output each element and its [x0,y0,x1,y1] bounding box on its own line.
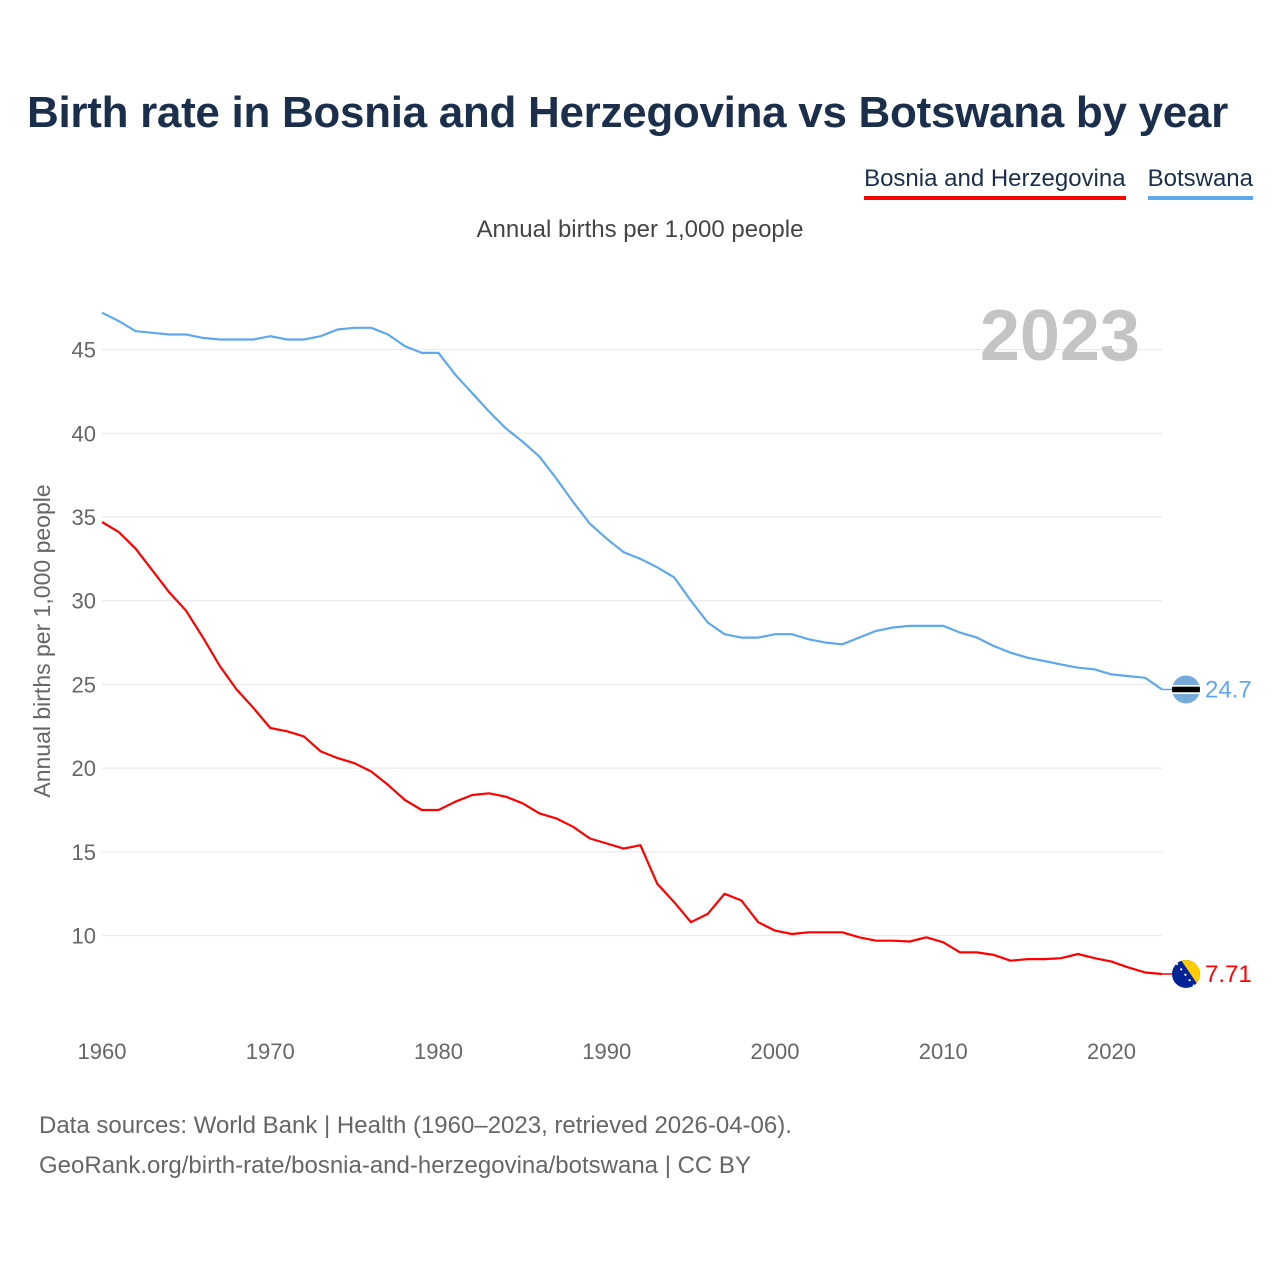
bosnia-flag-icon [1172,959,1200,988]
y-tick-label-45: 45 [72,338,96,363]
series-line-botswana [101,311,1163,691]
chart-title: Birth rate in Bosnia and Herzegovina vs … [27,88,1228,137]
source-line-2: GeoRank.org/birth-rate/bosnia-and-herzeg… [39,1152,751,1179]
series-line-bosnia [101,521,1163,976]
legend-item-bosnia[interactable]: Bosnia and Herzegovina [864,165,1126,200]
line-chart: 10 15 20 25 30 35 40 45 1960 1970 1980 1990 2000 2010… [29,296,1252,1064]
y-tick-label-30: 30 [72,589,96,614]
y-tick-label-25: 25 [72,672,96,697]
end-marker-layer: 7.71 24.7 [1162,675,1252,988]
y-tick-label-10: 10 [72,924,96,949]
year-label: 2023 [980,296,1140,376]
x-tick-label-2010: 2010 [919,1039,968,1064]
chart-legend: Bosnia and Herzegovina Botswana [864,165,1253,200]
y-tick-label-20: 20 [72,756,96,781]
x-tick-label-1960: 1960 [78,1039,127,1064]
x-tick-label-1980: 1980 [414,1039,463,1064]
grid-layer [102,349,1162,937]
y-tick-label-35: 35 [72,505,96,530]
source-note: Data sources: World Bank | Health (1960–… [39,1106,792,1186]
source-line-1: Data sources: World Bank | Health (1960–… [39,1112,792,1139]
chart-subtitle: Annual births per 1,000 people [476,216,804,243]
end-value-label-botswana: 24.7 [1205,676,1252,703]
x-tick-label-2020: 2020 [1087,1039,1136,1064]
legend-item-botswana[interactable]: Botswana [1147,165,1253,200]
y-tick-label-40: 40 [72,421,96,446]
series-layer [101,311,1163,976]
y-tick-label-15: 15 [72,840,96,865]
y-axis-title: Annual births per 1,000 people [29,484,55,797]
x-tick-label-2000: 2000 [751,1039,800,1064]
end-value-label-bosnia: 7.71 [1205,961,1252,988]
axis-layer: 10 15 20 25 30 35 40 45 1960 1970 1980 1990 2000 2010… [29,338,1136,1064]
x-tick-label-1970: 1970 [246,1039,295,1064]
botswana-flag-icon [1172,675,1200,704]
x-tick-label-1990: 1990 [582,1039,631,1064]
